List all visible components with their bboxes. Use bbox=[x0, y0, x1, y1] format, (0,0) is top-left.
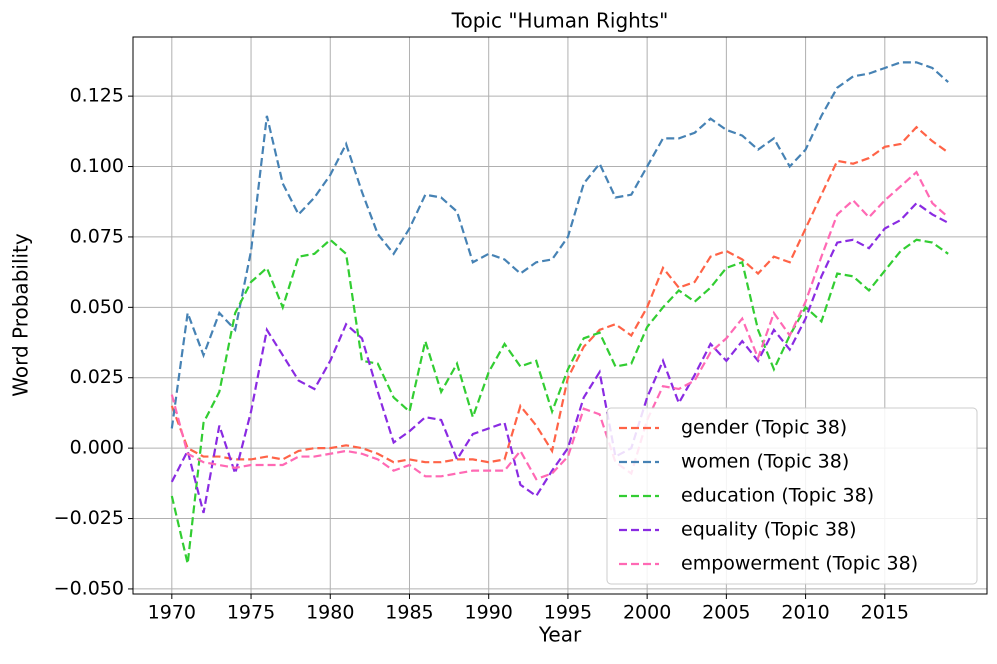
y-tick-label: −0.025 bbox=[54, 507, 124, 529]
x-tick-label: 2005 bbox=[702, 602, 750, 624]
y-tick-label: 0.125 bbox=[70, 85, 124, 107]
y-tick-label: 0.100 bbox=[70, 155, 124, 177]
series-line bbox=[170, 125, 949, 464]
y-tick-label: 0.000 bbox=[70, 437, 124, 459]
series-line bbox=[170, 61, 949, 429]
legend-label: gender (Topic 38) bbox=[681, 417, 847, 439]
x-tick-label: 1970 bbox=[148, 602, 196, 624]
x-axis-label: Year bbox=[538, 623, 582, 647]
legend-label: empowerment (Topic 38) bbox=[681, 553, 918, 575]
y-tick-label: −0.050 bbox=[54, 577, 124, 599]
x-tick-label: 1975 bbox=[227, 602, 275, 624]
x-tick-label: 2015 bbox=[861, 602, 909, 624]
chart-title: Topic "Human Rights" bbox=[451, 9, 669, 33]
x-tick-label: 1995 bbox=[544, 602, 592, 624]
x-tick-label: 1990 bbox=[465, 602, 513, 624]
series-line bbox=[170, 238, 949, 564]
legend-label: equality (Topic 38) bbox=[681, 519, 857, 541]
y-tick-label: 0.050 bbox=[70, 296, 124, 318]
plot-frame bbox=[132, 36, 988, 595]
series-line bbox=[170, 201, 949, 514]
y-tick-label: 0.025 bbox=[70, 366, 124, 388]
legend-box bbox=[606, 407, 978, 585]
x-tick-label: 2000 bbox=[623, 602, 671, 624]
x-tick-label: 1980 bbox=[306, 602, 354, 624]
y-axis-label: Word Probability bbox=[9, 233, 33, 397]
x-tick-label: 2010 bbox=[781, 602, 829, 624]
legend-label: women (Topic 38) bbox=[681, 451, 849, 473]
x-tick-label: 1985 bbox=[385, 602, 433, 624]
y-tick-label: 0.075 bbox=[70, 225, 124, 247]
legend-label: education (Topic 38) bbox=[681, 485, 874, 507]
